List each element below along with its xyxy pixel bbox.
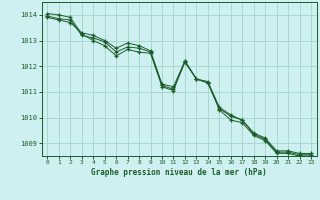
X-axis label: Graphe pression niveau de la mer (hPa): Graphe pression niveau de la mer (hPa)	[91, 168, 267, 177]
